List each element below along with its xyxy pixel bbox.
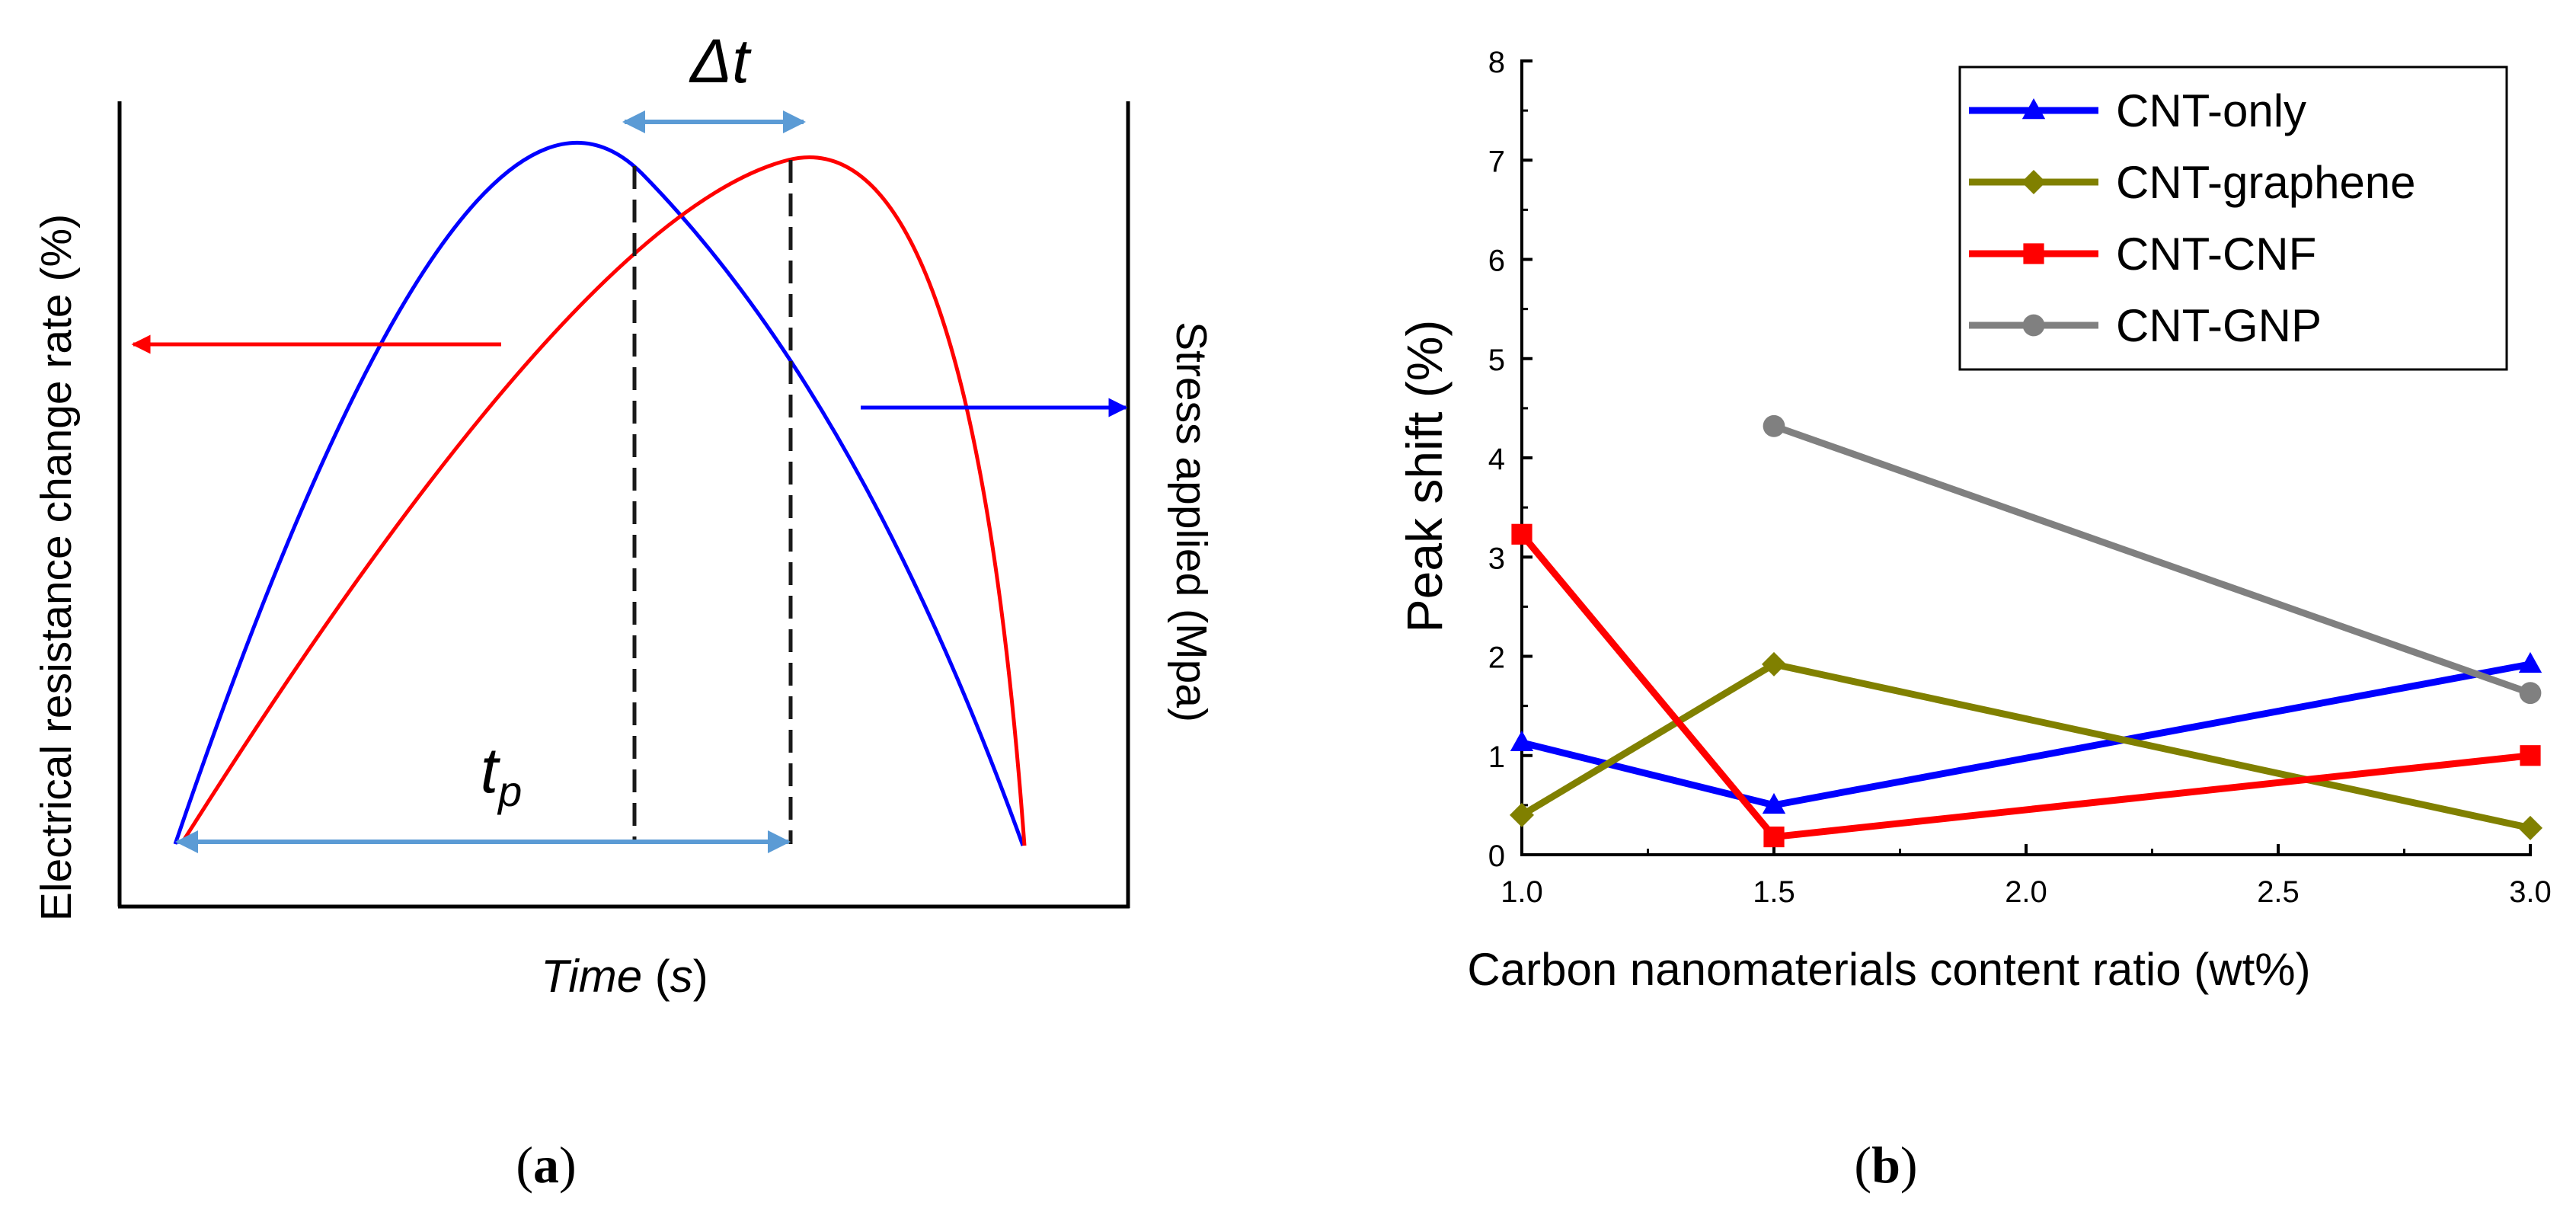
- series-cnt-graphene: [1510, 651, 2542, 840]
- panel-b-caption: (b): [1854, 1136, 1917, 1194]
- y-tick-label: 3: [1488, 542, 1505, 575]
- series-line-cnt-graphene: [1520, 660, 2531, 832]
- data-point-cnt-cnf: [1511, 523, 1532, 545]
- data-point-cnt-graphene: [1762, 651, 1786, 676]
- panel-b: 0 1 2 3 4 5 6 7 8 1.0 1.5 2.0 2.5 3.0 CNT-only CNT-gra…: [1396, 46, 2552, 1194]
- x-tick-label: 2.0: [2005, 875, 2047, 909]
- legend: CNT-only CNT-graphene CNT-CNF CNT-GNP: [1958, 66, 2508, 371]
- panel-a-caption-close: ): [559, 1136, 577, 1194]
- panel-a-caption: (a): [516, 1136, 576, 1194]
- panel-b-y-axis-label: Peak shift (%): [1396, 320, 1453, 633]
- panel-b-caption-close: ): [1900, 1136, 1918, 1194]
- legend-label-cnt-only: CNT-only: [2116, 85, 2306, 136]
- panel-a-right-axis-label: Stress applied (Mpa): [1167, 321, 1216, 722]
- y-tick-label: 4: [1488, 443, 1505, 476]
- panel-a-left-axis-label: Electrical resistance change rate (%): [32, 214, 81, 921]
- y-tick-label: 8: [1488, 46, 1505, 79]
- panel-b-x-axis-label: Carbon nanomaterials content ratio (wt%): [1467, 944, 2310, 995]
- time-unit-open: (: [642, 951, 670, 1002]
- data-point-cnt-only: [1762, 792, 1786, 814]
- delta-t-label: Δt: [689, 27, 752, 96]
- data-point-cnt-gnp: [1763, 414, 1785, 437]
- data-point-cnt-cnf: [1763, 826, 1785, 848]
- data-point-cnt-gnp: [2519, 682, 2542, 705]
- legend-box: [1958, 66, 2508, 371]
- tp-label-main: t: [481, 734, 501, 806]
- x-tick-label: 3.0: [2509, 875, 2552, 909]
- y-tick-label: 5: [1488, 344, 1505, 377]
- series-line-cnt-only: [1520, 660, 2531, 809]
- legend-label-cnt-graphene: CNT-graphene: [2116, 157, 2416, 208]
- series-line-cnt-cnf: [1519, 532, 2531, 841]
- panel-a-caption-open: (: [516, 1136, 533, 1194]
- legend-marker-cnt-cnf: [2023, 243, 2044, 264]
- panel-b-series: [1510, 414, 2542, 848]
- panel-a-x-axis-label: Time (s): [541, 951, 708, 1002]
- legend-marker-cnt-graphene: [2021, 170, 2046, 194]
- panel-b-ticks: 0 1 2 3 4 5 6 7 8 1.0 1.5 2.0 2.5 3.0: [1488, 46, 2552, 909]
- legend-label-cnt-cnf: CNT-CNF: [2116, 229, 2316, 280]
- data-point-cnt-only: [1510, 730, 1534, 752]
- panel-b-caption-open: (: [1854, 1136, 1871, 1194]
- series-line-cnt-gnp: [1772, 423, 2532, 696]
- legend-marker-cnt-only: [2021, 98, 2046, 120]
- x-tick-label: 1.5: [1753, 875, 1795, 909]
- stress-curve: [173, 141, 1025, 846]
- time-unit-close: ): [693, 951, 708, 1002]
- panel-a-caption-letter: a: [533, 1136, 559, 1194]
- series-cnt-cnf: [1511, 523, 2541, 848]
- legend-marker-cnt-gnp: [2022, 314, 2045, 337]
- tp-label-sub: p: [497, 767, 522, 815]
- y-tick-label: 7: [1488, 145, 1505, 178]
- tp-label: tp: [481, 734, 523, 815]
- data-point-cnt-graphene: [1510, 802, 1534, 827]
- time-unit: s: [670, 951, 693, 1002]
- time-label: Time: [541, 951, 642, 1002]
- series-cnt-gnp: [1763, 414, 2542, 705]
- x-tick-label: 2.5: [2257, 875, 2300, 909]
- y-tick-label: 6: [1488, 245, 1505, 278]
- data-point-cnt-cnf: [2520, 745, 2541, 766]
- y-tick-label: 1: [1488, 740, 1505, 774]
- resistance-curve: [179, 155, 1027, 846]
- legend-label-cnt-gnp: CNT-GNP: [2116, 300, 2322, 351]
- y-tick-label: 2: [1488, 641, 1505, 675]
- x-tick-label: 1.0: [1501, 875, 1543, 909]
- panel-a: Δt tp Time (s) Electrical resistance cha…: [32, 27, 1216, 1194]
- panel-b-caption-letter: b: [1871, 1136, 1900, 1194]
- y-tick-label: 0: [1488, 840, 1505, 873]
- data-point-cnt-graphene: [2518, 815, 2542, 840]
- data-point-cnt-only: [2518, 651, 2542, 673]
